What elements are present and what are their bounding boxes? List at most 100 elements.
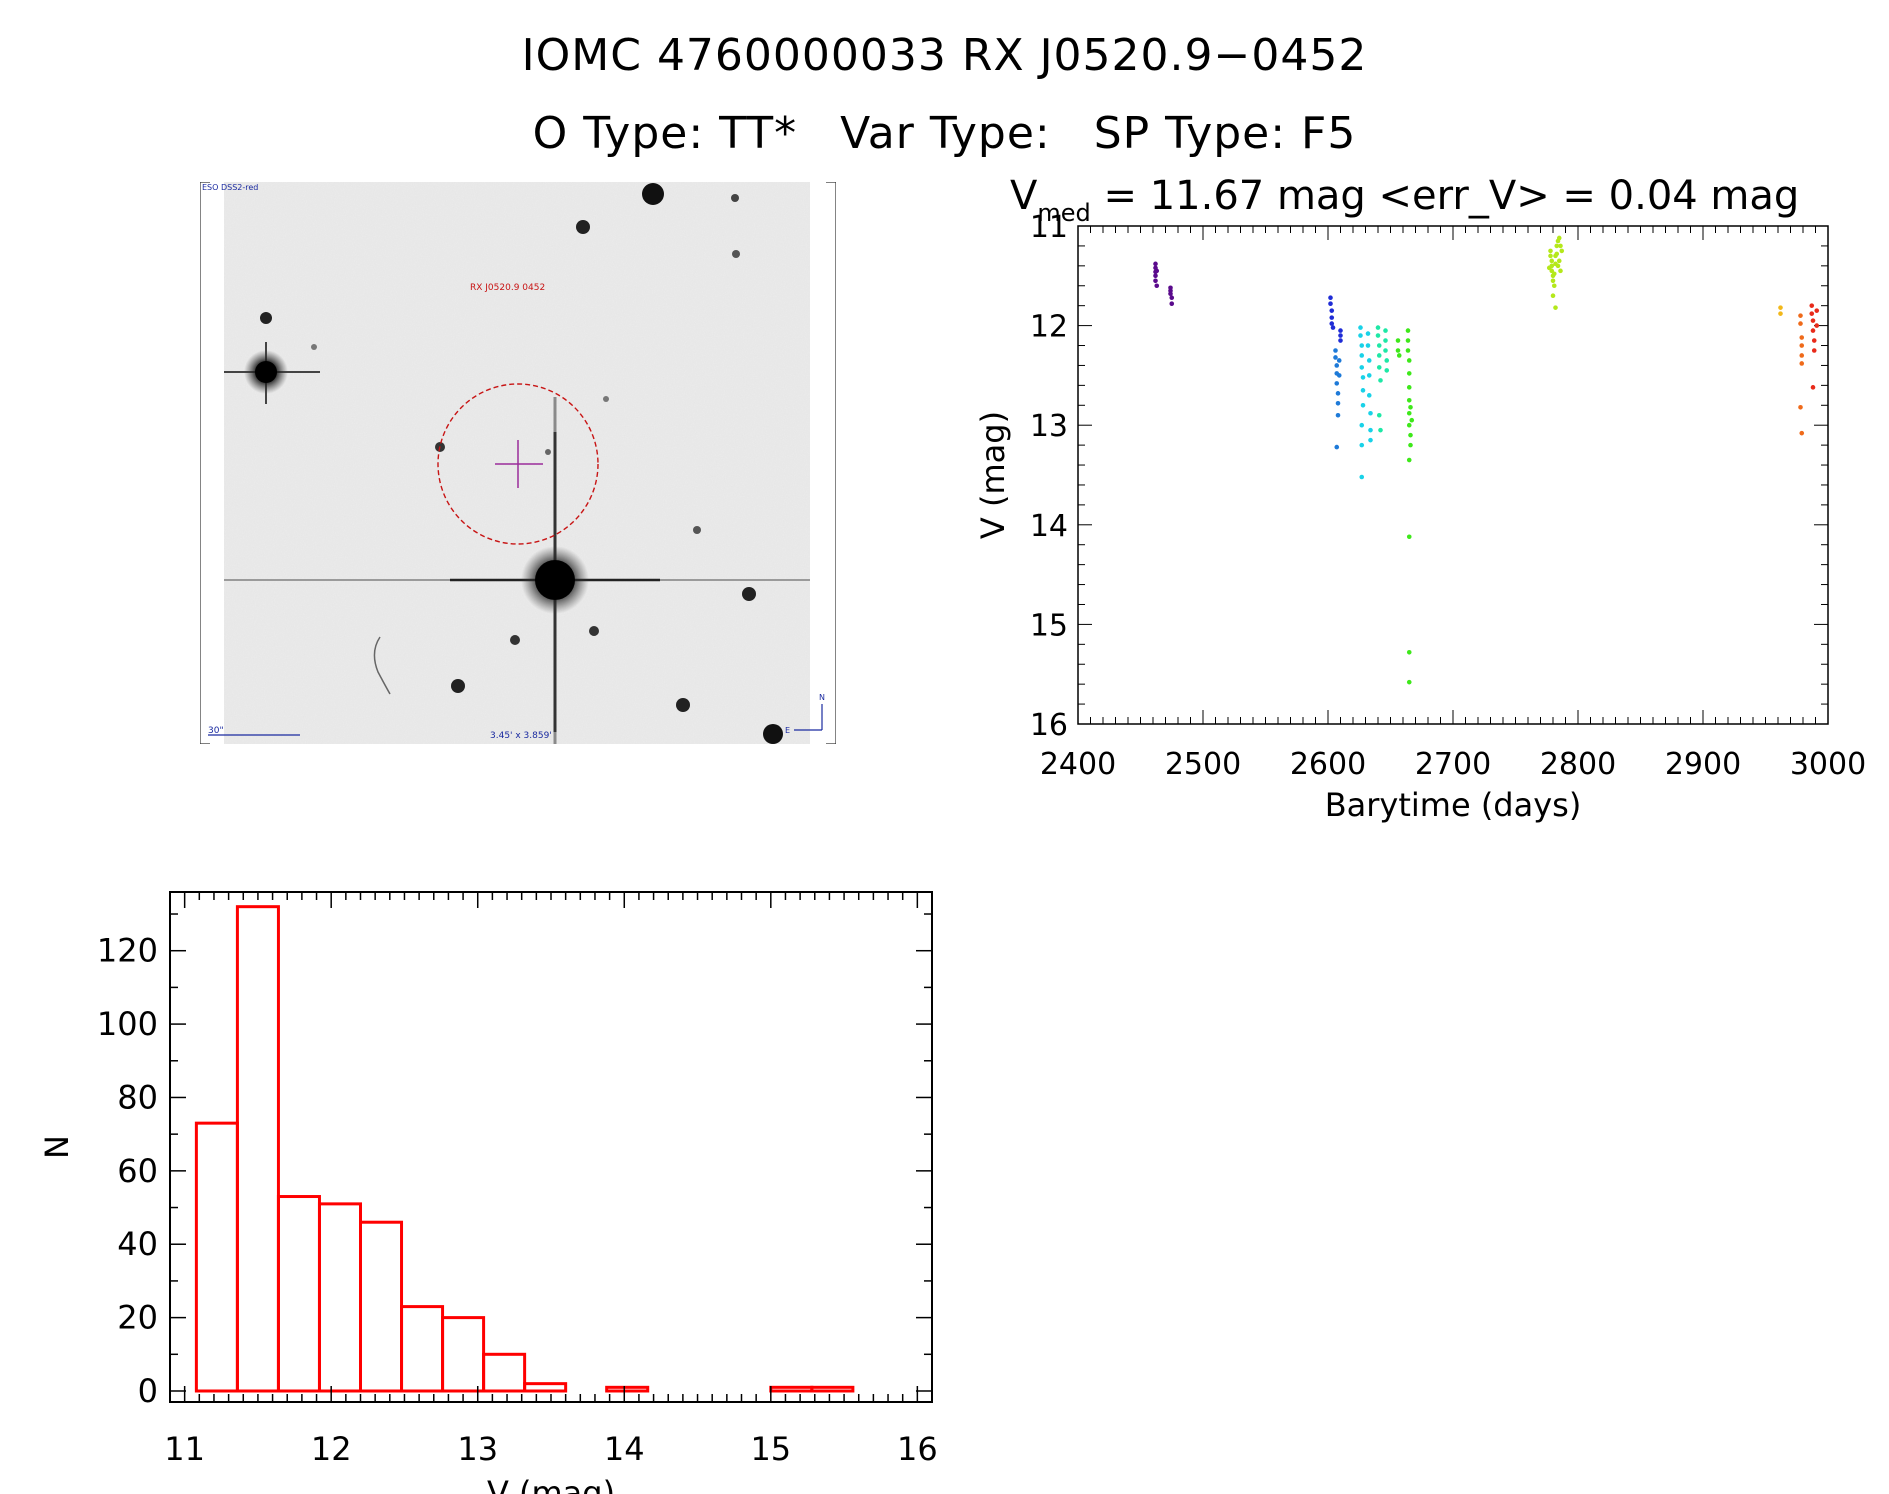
lc-point — [1405, 348, 1411, 353]
frame-right — [826, 182, 836, 744]
lc-point — [1378, 427, 1383, 433]
lc-point — [1376, 365, 1382, 370]
hist-xtick-label: 16 — [897, 1430, 938, 1468]
lc-point — [1153, 278, 1158, 284]
hist-ytick-label: 120 — [97, 932, 158, 970]
lc-point — [1405, 328, 1411, 333]
star — [732, 250, 740, 258]
lc-point — [1558, 268, 1563, 274]
hist-ytick-label: 40 — [117, 1225, 158, 1263]
lc-point — [1810, 385, 1816, 390]
star — [576, 220, 590, 234]
lc-point — [1799, 353, 1805, 358]
lc-point — [1368, 410, 1373, 416]
lc-point — [1551, 271, 1557, 277]
lc-point — [1383, 338, 1388, 343]
lc-point — [1333, 355, 1338, 360]
hist-bar — [605, 1385, 650, 1393]
star — [510, 635, 520, 645]
lc-point — [1548, 253, 1553, 259]
hist-bar — [769, 1385, 814, 1393]
lc-point — [1366, 393, 1372, 398]
lc-point — [1811, 338, 1817, 343]
hist-xtick-label: 15 — [750, 1430, 791, 1468]
lc-ytick-label: 11 — [1030, 210, 1068, 245]
lc-point — [1550, 278, 1556, 284]
star — [603, 396, 609, 402]
hist-bar — [317, 1202, 363, 1393]
plate-artifact — [373, 636, 391, 695]
lc-point — [1169, 301, 1175, 306]
lc-point — [1548, 248, 1553, 254]
hist-bar — [359, 1220, 404, 1393]
lc-point — [1798, 321, 1803, 326]
lc-point — [1406, 358, 1412, 363]
lc-point — [1384, 358, 1390, 363]
frame-left — [200, 182, 210, 744]
lc-point — [1334, 444, 1340, 450]
lc-point — [1359, 422, 1365, 428]
lc-point — [1336, 358, 1342, 363]
lc-point — [1330, 325, 1336, 330]
lc-point — [1334, 381, 1340, 386]
page-title: IOMC 4760000033 RX J0520.9−0452 — [521, 30, 1368, 81]
lc-point — [1376, 343, 1382, 348]
lc-point — [1406, 457, 1412, 463]
lc-point — [1153, 273, 1158, 279]
lc-point — [1810, 318, 1816, 323]
star — [642, 183, 664, 205]
lc-point — [1168, 288, 1173, 294]
lc-point — [1366, 373, 1372, 378]
lc-point — [1359, 365, 1365, 370]
fov-label: 3.45' x 3.859' — [490, 731, 552, 741]
compass-east-label: E — [785, 726, 790, 735]
lc-point — [1328, 301, 1333, 306]
star — [589, 626, 599, 636]
lc-point — [1799, 430, 1805, 436]
hist-plot-frame — [169, 891, 933, 1403]
lc-point — [1798, 313, 1803, 318]
lc-point — [1336, 373, 1342, 378]
lc-xtick-label: 3000 — [1790, 747, 1866, 782]
lc-point — [1375, 333, 1381, 338]
lc-point — [1395, 338, 1401, 343]
lc-point — [1558, 243, 1563, 249]
lc-xtick-label: 2700 — [1415, 747, 1491, 782]
lc-point — [1549, 258, 1555, 264]
hist-ytick-label: 60 — [117, 1152, 158, 1190]
lc-point — [1338, 333, 1343, 338]
lc-point — [1555, 263, 1561, 269]
hist-bar — [810, 1385, 855, 1393]
hist-bar — [235, 905, 280, 1393]
star-left-core — [255, 361, 277, 383]
lc-point — [1406, 649, 1412, 655]
lc-plot-frame — [1077, 225, 1829, 725]
vartype-label: Var Type: — [840, 108, 1051, 159]
lc-point — [1358, 333, 1363, 338]
lc-point — [1408, 432, 1413, 438]
sky-noise — [224, 182, 810, 744]
finder-chart: ESO DSS2-red RX J0520.9 0452 30" 3.45' x… — [200, 182, 836, 744]
lc-point — [1153, 261, 1158, 267]
target-label: RX J0520.9 0452 — [470, 283, 545, 293]
lc-point — [1365, 331, 1371, 336]
light-curve-chart: Vmed = 11.67 mag <err_V> = 0.04 mag 2400… — [974, 173, 1866, 824]
lc-point — [1809, 311, 1815, 316]
lc-point — [1799, 343, 1805, 348]
star — [311, 344, 317, 350]
lc-point — [1360, 375, 1366, 380]
lc-point — [1551, 283, 1557, 289]
lc-point — [1383, 328, 1388, 333]
star — [693, 526, 701, 534]
histogram-chart: 11 12 13 14 15 16 0 20 40 60 80 100 120 V (mag) N — [40, 891, 938, 1494]
lc-point — [1335, 400, 1341, 406]
lc-point — [1406, 422, 1412, 428]
lc-point — [1328, 295, 1333, 301]
lc-point — [1376, 353, 1382, 358]
lc-point — [1778, 305, 1783, 310]
star — [545, 449, 551, 455]
lc-point — [1368, 427, 1373, 433]
sptype-label: SP Type: F5 — [1093, 108, 1357, 159]
lc-point — [1799, 335, 1805, 340]
lc-point — [1556, 235, 1562, 241]
